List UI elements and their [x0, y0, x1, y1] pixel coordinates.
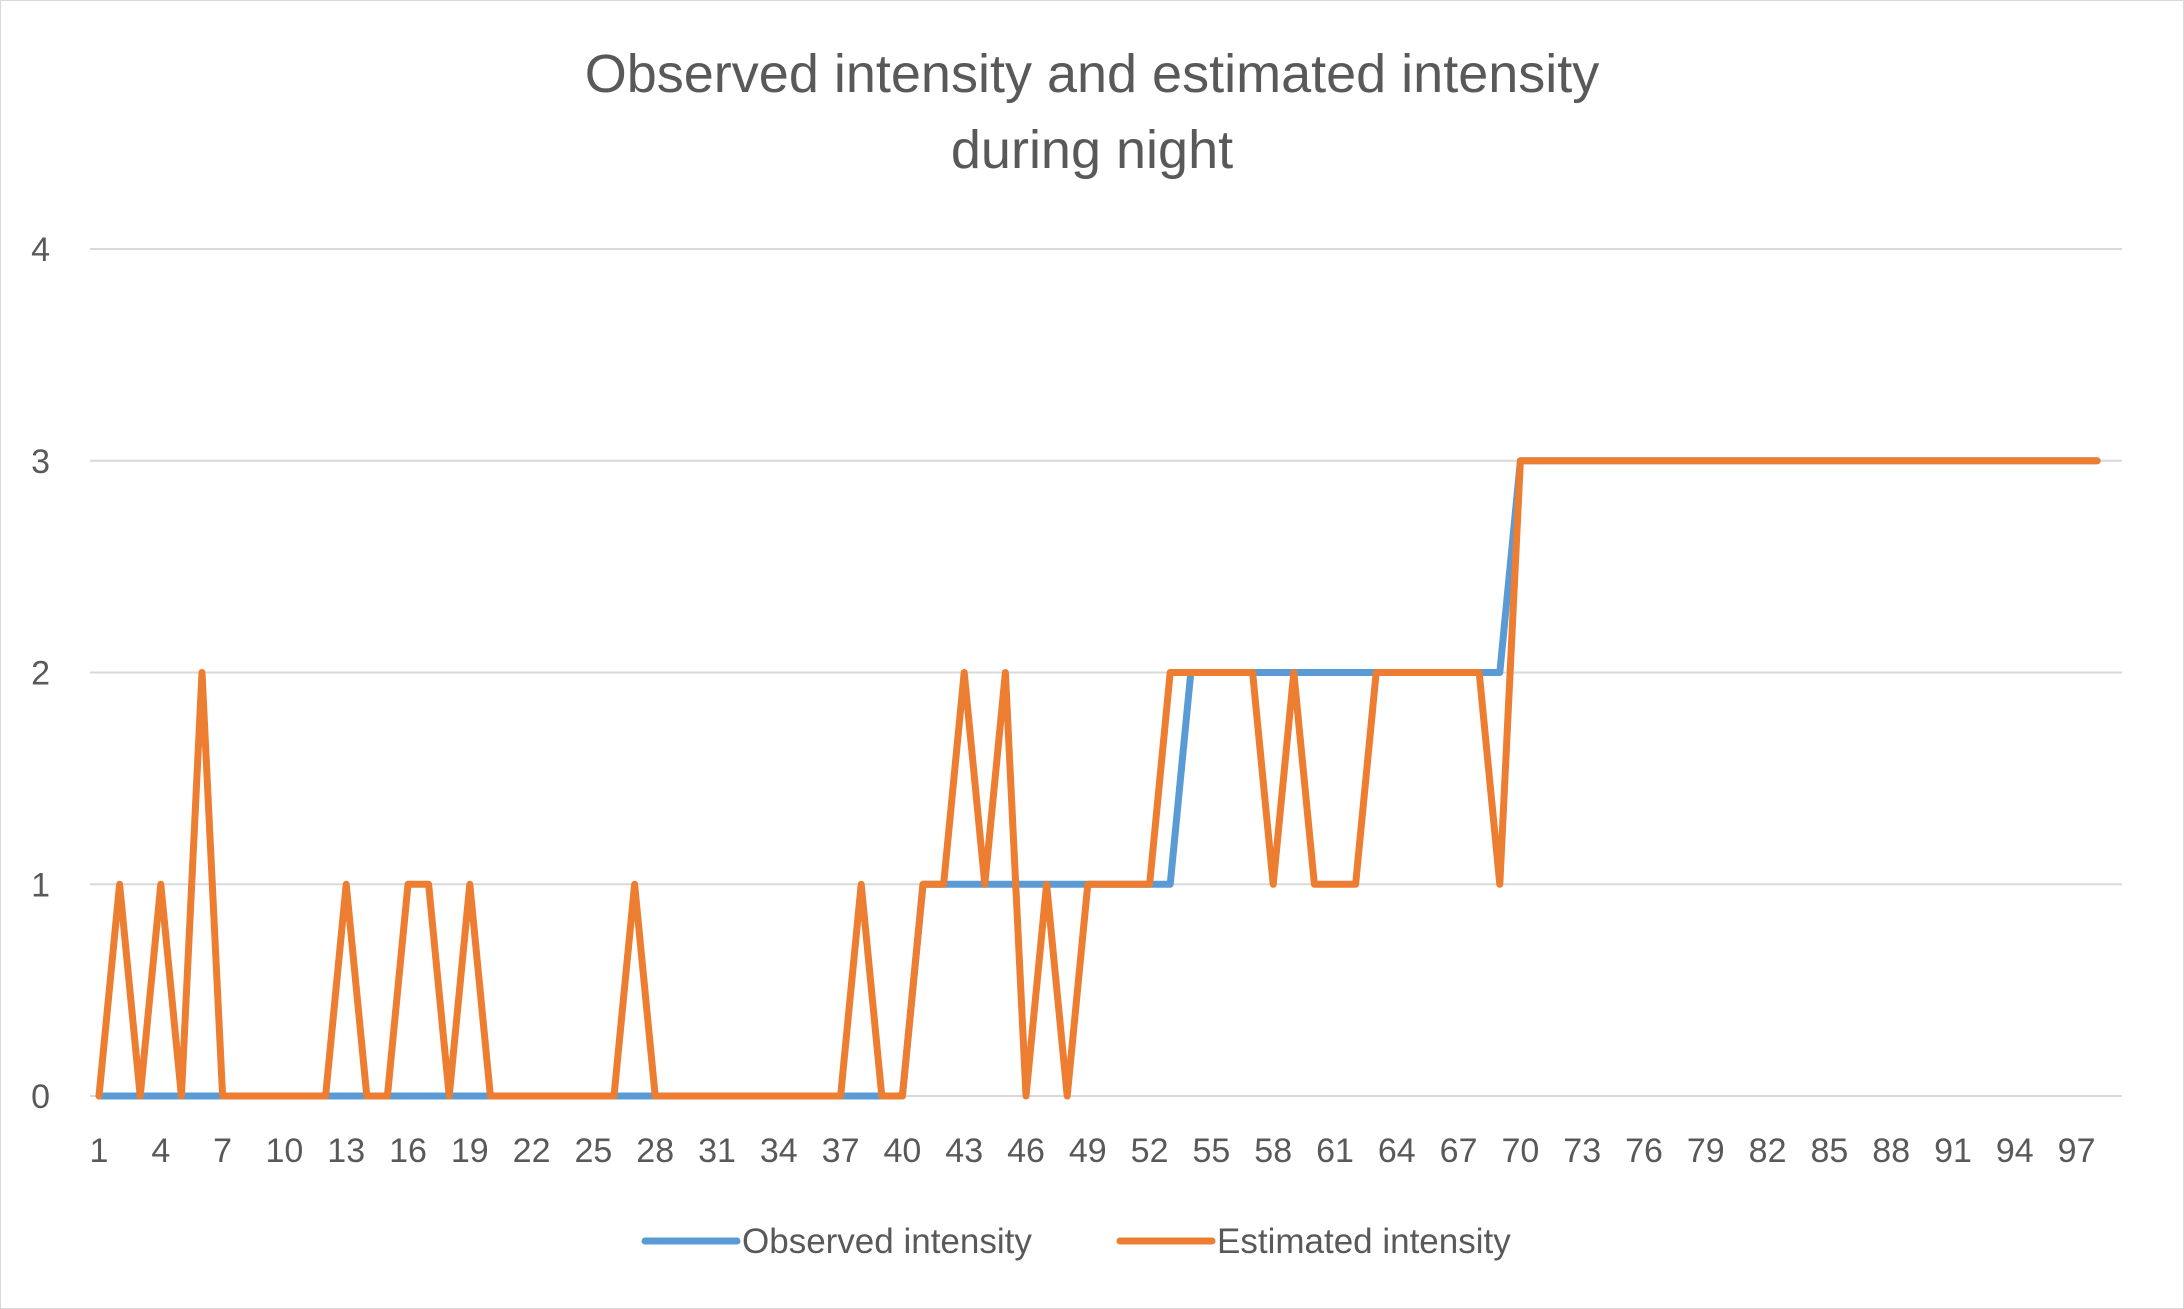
- x-tick-label: 88: [1872, 1132, 1910, 1170]
- x-tick-label: 79: [1687, 1132, 1725, 1170]
- x-tick-label: 76: [1625, 1132, 1663, 1170]
- x-tick-label: 40: [883, 1132, 921, 1170]
- x-tick-label: 91: [1934, 1132, 1972, 1170]
- chart-title: Observed intensity and estimated intensi…: [0, 36, 2184, 188]
- x-tick-label: 82: [1749, 1132, 1787, 1170]
- x-tick-label: 73: [1563, 1132, 1601, 1170]
- x-tick-label: 94: [1996, 1132, 2034, 1170]
- series-line-estimated-intensity: [95, 457, 2101, 1100]
- chart-title-line-2: during night: [950, 120, 1234, 180]
- x-tick-label: 4: [151, 1132, 170, 1170]
- series-lines: [95, 457, 2101, 1100]
- x-tick-label: 58: [1254, 1132, 1292, 1170]
- y-tick-label: 2: [31, 655, 50, 693]
- x-tick-label: 97: [2058, 1132, 2096, 1170]
- y-tick-label: 4: [31, 231, 50, 269]
- x-tick-label: 10: [265, 1132, 303, 1170]
- legend-label: Observed intensity: [742, 1222, 1032, 1261]
- x-tick-label: 25: [574, 1132, 612, 1170]
- x-tick-label: 70: [1501, 1132, 1539, 1170]
- x-tick-label: 61: [1316, 1132, 1354, 1170]
- x-tick-label: 22: [513, 1132, 551, 1170]
- y-tick-label: 3: [31, 443, 50, 481]
- gridlines: [90, 248, 2122, 1097]
- x-tick-label: 85: [1810, 1132, 1848, 1170]
- x-tick-label: 16: [389, 1132, 427, 1170]
- x-tick-label: 52: [1131, 1132, 1169, 1170]
- x-tick-label: 46: [1007, 1132, 1045, 1170]
- x-tick-label: 43: [945, 1132, 983, 1170]
- y-tick-label: 0: [31, 1078, 50, 1116]
- x-tick-label: 28: [636, 1132, 674, 1170]
- x-tick-label: 13: [327, 1132, 365, 1170]
- x-tick-label: 1: [90, 1132, 109, 1170]
- x-tick-label: 31: [698, 1132, 736, 1170]
- legend: Observed intensity Estimated intensity: [641, 1222, 1511, 1261]
- x-tick-label: 64: [1378, 1132, 1416, 1170]
- x-tick-label: 34: [760, 1132, 798, 1170]
- x-tick-label: 19: [451, 1132, 489, 1170]
- x-tick-label: 49: [1069, 1132, 1107, 1170]
- x-tick-label: 7: [213, 1132, 232, 1170]
- x-tick-label: 55: [1192, 1132, 1230, 1170]
- y-axis-ticks: 0 1 2 3 4: [31, 231, 50, 1116]
- x-axis-ticks: 1 4 7 10 13 16 19 22 25 28 31 34 37 40 43 46 49 52 55 58 61 6…: [90, 1132, 2096, 1170]
- x-tick-label: 37: [822, 1132, 860, 1170]
- x-tick-label: 67: [1440, 1132, 1478, 1170]
- legend-label: Estimated intensity: [1217, 1222, 1511, 1261]
- y-tick-label: 1: [31, 866, 50, 904]
- chart-title-line-1: Observed intensity and estimated intensi…: [584, 44, 1600, 104]
